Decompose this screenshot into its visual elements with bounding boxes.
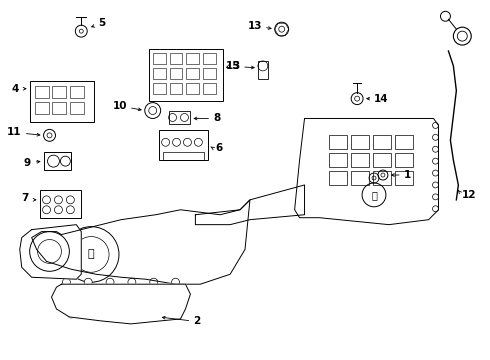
Bar	[373, 153, 391, 167]
Bar	[71, 86, 84, 98]
Polygon shape	[294, 118, 439, 225]
Bar	[153, 68, 166, 79]
Circle shape	[62, 278, 71, 286]
Circle shape	[433, 182, 439, 188]
Bar	[395, 153, 413, 167]
Circle shape	[433, 146, 439, 152]
Text: 6: 6	[215, 143, 222, 153]
Bar	[170, 53, 182, 64]
Bar	[52, 86, 66, 98]
Text: 2: 2	[194, 316, 200, 326]
Text: 3: 3	[232, 61, 239, 71]
Bar	[52, 102, 66, 113]
Circle shape	[433, 122, 439, 129]
Bar	[351, 135, 369, 149]
Bar	[35, 102, 49, 113]
Circle shape	[84, 278, 92, 286]
Circle shape	[150, 278, 158, 286]
Bar	[71, 102, 84, 113]
Text: ⓒ: ⓒ	[88, 249, 95, 260]
Bar	[170, 83, 182, 94]
Polygon shape	[32, 200, 250, 284]
Text: 7: 7	[22, 193, 29, 203]
Bar	[149, 49, 223, 100]
Bar	[187, 53, 199, 64]
Circle shape	[433, 158, 439, 164]
Text: 8: 8	[213, 113, 220, 123]
Circle shape	[433, 134, 439, 140]
Bar	[170, 68, 182, 79]
Bar	[169, 111, 191, 125]
Polygon shape	[196, 185, 305, 225]
Circle shape	[433, 194, 439, 200]
Bar	[35, 86, 49, 98]
Bar	[351, 171, 369, 185]
Text: 1: 1	[404, 170, 411, 180]
Text: 9: 9	[24, 158, 31, 168]
Text: 14: 14	[374, 94, 389, 104]
Bar	[329, 153, 347, 167]
Bar	[203, 83, 216, 94]
Bar	[153, 83, 166, 94]
Polygon shape	[20, 225, 81, 279]
Text: 10: 10	[112, 100, 127, 111]
Text: 5: 5	[98, 18, 105, 28]
Bar	[187, 68, 199, 79]
Circle shape	[433, 170, 439, 176]
Circle shape	[433, 206, 439, 212]
Bar	[163, 152, 204, 160]
Text: ⓒ: ⓒ	[371, 190, 377, 200]
Bar	[159, 130, 208, 160]
Text: 11: 11	[7, 127, 22, 138]
Bar	[373, 135, 391, 149]
Bar	[258, 61, 268, 79]
Circle shape	[106, 278, 114, 286]
Text: 4: 4	[12, 84, 19, 94]
Bar	[203, 53, 216, 64]
Bar	[44, 152, 72, 170]
Bar	[203, 68, 216, 79]
Bar	[30, 81, 94, 122]
Circle shape	[128, 278, 136, 286]
Bar	[395, 171, 413, 185]
Text: 15: 15	[225, 61, 240, 71]
Text: 12: 12	[461, 190, 476, 200]
Bar	[40, 190, 81, 218]
Circle shape	[172, 278, 179, 286]
Bar	[329, 171, 347, 185]
Bar	[351, 153, 369, 167]
Bar	[329, 135, 347, 149]
Bar	[153, 53, 166, 64]
Bar	[187, 83, 199, 94]
Text: 13: 13	[247, 21, 262, 31]
Bar	[373, 171, 391, 185]
Bar	[395, 135, 413, 149]
Polygon shape	[51, 284, 191, 324]
